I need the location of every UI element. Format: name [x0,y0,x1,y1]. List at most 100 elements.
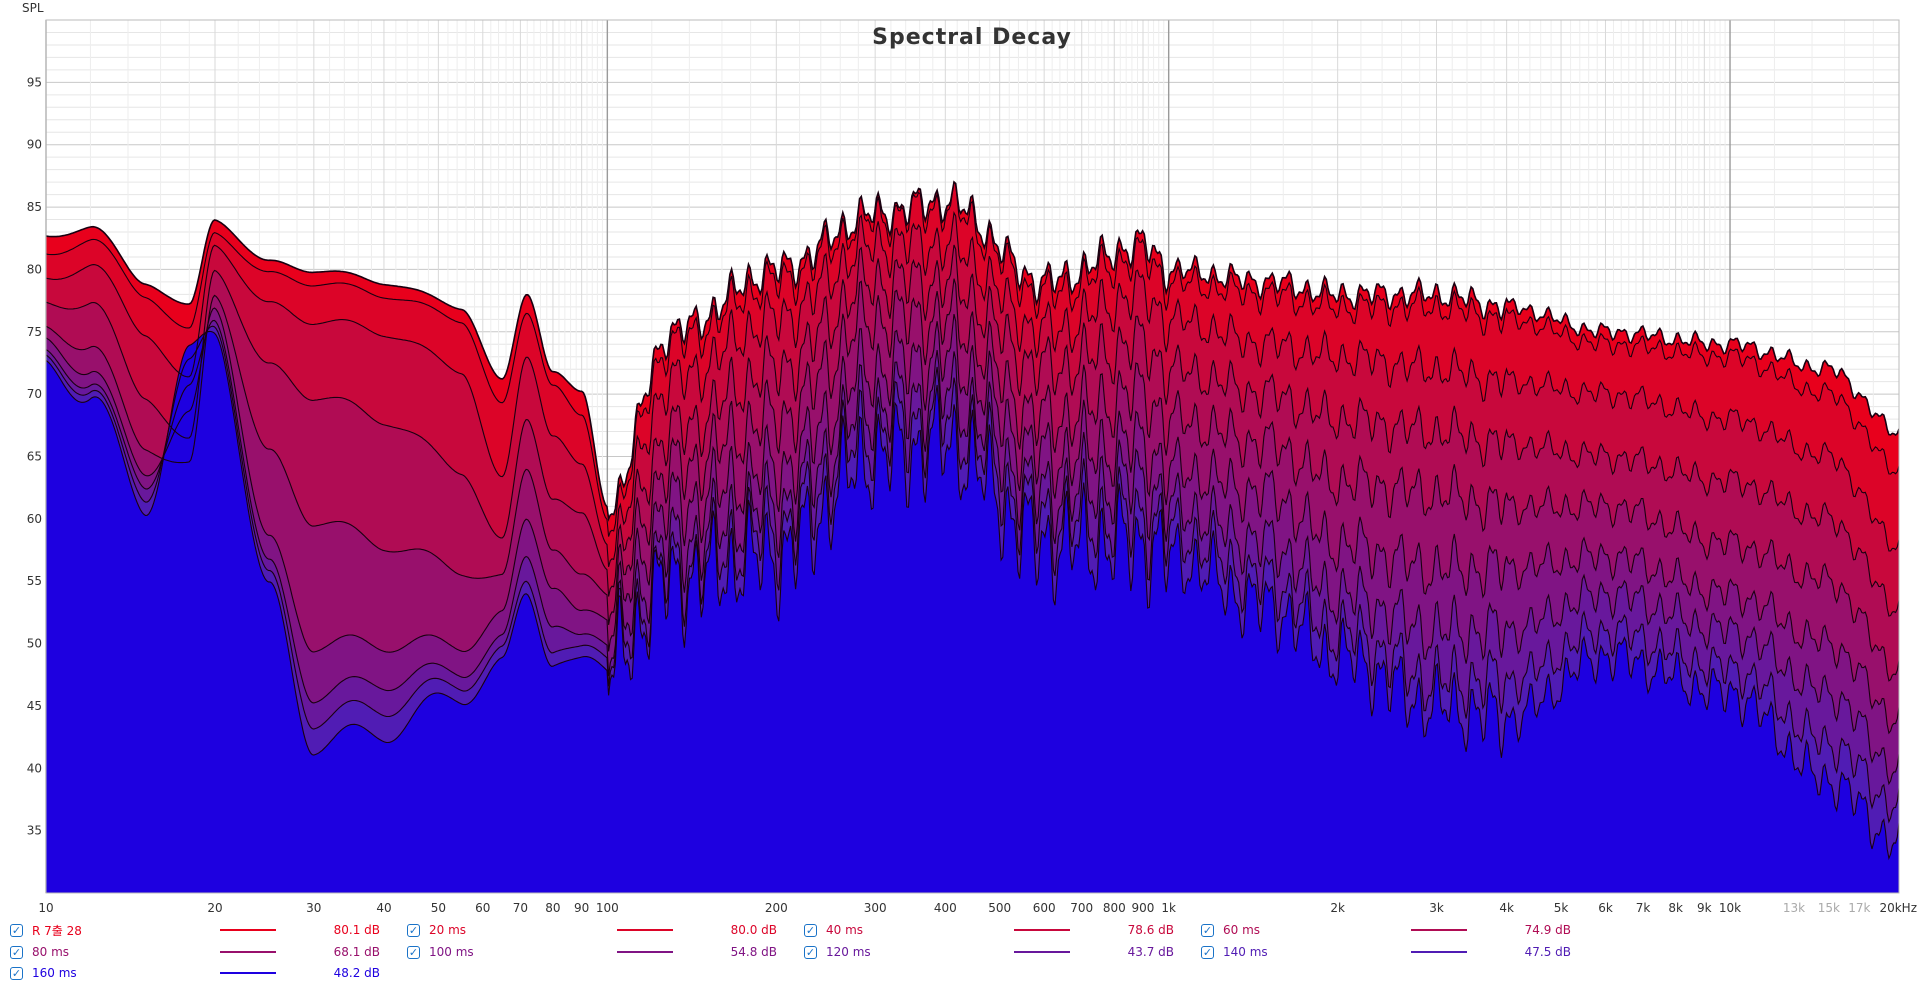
legend-checkbox[interactable]: ✓ [10,923,23,937]
legend-item[interactable]: ✓ 60 ms 74.9 dB [1201,920,1591,940]
legend-checkbox[interactable]: ✓ [804,945,817,959]
x-tick-label: 10k [1719,901,1741,915]
legend-value: 74.9 dB [1524,923,1571,937]
decay-line-6 [46,307,1899,735]
legend-item[interactable]: ✓ 160 ms 48.2 dB [10,963,400,983]
decay-area-9 [46,331,1899,893]
legend-line-swatch [220,929,276,931]
x-tick-label: 100 [596,901,619,915]
x-tick-label: 200 [765,901,788,915]
x-tick-label: 17k [1848,901,1870,915]
legend-value: 54.8 dB [730,945,777,959]
legend-series-name: 40 ms [826,923,864,937]
x-tick-label: 700 [1070,901,1093,915]
legend-line-swatch [1014,951,1070,953]
legend-series-name: 160 ms [32,966,77,980]
x-tick-label: 13k [1783,901,1805,915]
decay-line-4 [46,244,1899,617]
y-tick-label: 65 [27,450,42,464]
x-ticks: 10 20 30 40 50 60 70 80 90 100 200 300 400 500 600 700 8… [38,901,1917,915]
decay-line-1 [46,180,1899,522]
y-axis-label: SPL [22,1,44,15]
decay-line-3 [46,211,1899,567]
y-tick-label: 40 [27,761,42,775]
legend-line-swatch [1014,929,1070,931]
x-tick-label: 4k [1499,901,1514,915]
legend-value: 43.7 dB [1127,945,1174,959]
x-tick-label: 50 [431,901,446,915]
x-tick-label: 9k [1697,901,1712,915]
y-tick-label: 55 [27,574,42,588]
legend-series-name: 120 ms [826,945,871,959]
y-tick-label: 90 [27,138,42,152]
x-tick-label: 5k [1554,901,1569,915]
x-tick-label: 15k [1818,901,1840,915]
x-tick-label: 10 [38,901,53,915]
legend-item[interactable]: ✓ 20 ms 80.0 dB [407,920,797,940]
legend-line-swatch [1411,951,1467,953]
x-tick-label: 20kHz [1879,901,1917,915]
decay-lines [46,180,1899,861]
y-tick-label: 80 [27,262,42,276]
x-tick-label: 80 [545,901,560,915]
legend-item[interactable]: ✓ 100 ms 54.8 dB [407,942,797,962]
legend-series-name: R 7출 28 [32,923,82,938]
x-tick-label: 6k [1598,901,1613,915]
x-tick-label: 800 [1103,901,1126,915]
y-tick-label: 95 [27,75,42,89]
x-tick-label: 20 [207,901,222,915]
y-ticks: 35 40 45 50 55 60 65 70 75 80 85 90 95 [27,75,42,837]
x-tick-label: 70 [513,901,528,915]
x-tick-label: 2k [1330,901,1345,915]
legend-checkbox[interactable]: ✓ [10,945,23,959]
legend-item[interactable]: ✓ 140 ms 47.5 dB [1201,942,1591,962]
decay-line-8 [46,325,1899,824]
legend-checkbox[interactable]: ✓ [1201,923,1214,937]
x-tick-label: 3k [1429,901,1444,915]
x-tick-label: 300 [864,901,887,915]
legend-series-name: 100 ms [429,945,474,959]
plot-border [45,19,1900,894]
y-tick-label: 35 [27,824,42,838]
legend-line-swatch [617,929,673,931]
legend-value: 80.1 dB [333,923,380,937]
legend-checkbox[interactable]: ✓ [407,945,420,959]
legend-item[interactable]: ✓ R 7출 28 80.1 dB [10,920,400,940]
legend-checkbox[interactable]: ✓ [10,966,23,980]
legend-item[interactable]: ✓ 120 ms 43.7 dB [804,942,1194,962]
legend-value: 78.6 dB [1127,923,1174,937]
legend-line-swatch [1411,929,1467,931]
x-tick-label: 1k [1161,901,1176,915]
legend-value: 80.0 dB [730,923,777,937]
x-tick-label: 900 [1132,901,1155,915]
legend-value: 68.1 dB [333,945,380,959]
decay-line-5 [46,278,1899,682]
legend-checkbox[interactable]: ✓ [1201,945,1214,959]
legend-checkbox[interactable]: ✓ [804,923,817,937]
legend-value: 48.2 dB [333,966,380,980]
legend-line-swatch [617,951,673,953]
y-tick-label: 50 [27,637,42,651]
decay-line-7 [46,319,1899,786]
chart-title: Spectral Decay [872,25,1072,50]
x-tick-label: 60 [475,901,490,915]
x-tick-label: 600 [1033,901,1056,915]
y-tick-label: 45 [27,699,42,713]
x-tick-label: 90 [574,901,589,915]
x-tick-label: 400 [934,901,957,915]
legend-item[interactable]: ✓ 80 ms 68.1 dB [10,942,400,962]
legend-series-name: 60 ms [1223,923,1261,937]
y-tick-label: 75 [27,325,42,339]
x-tick-label: 40 [376,901,391,915]
legend-item[interactable]: ✓ 40 ms 78.6 dB [804,920,1194,940]
y-tick-label: 60 [27,512,42,526]
spectral-decay-chart[interactable]: 35 40 45 50 55 60 65 70 75 80 85 90 95 10 20 30 40 50 60 7… [0,0,1920,920]
legend-value: 47.5 dB [1524,945,1571,959]
legend: ✓ R 7출 28 80.1 dB ✓ 20 ms 80.0 dB ✓ 40 ms 78.6 d… [0,920,1920,990]
legend-line-swatch [220,972,276,974]
legend-line-swatch [220,951,276,953]
legend-series-name: 80 ms [32,945,70,959]
legend-checkbox[interactable]: ✓ [407,923,420,937]
x-tick-label: 7k [1636,901,1651,915]
y-tick-label: 70 [27,387,42,401]
